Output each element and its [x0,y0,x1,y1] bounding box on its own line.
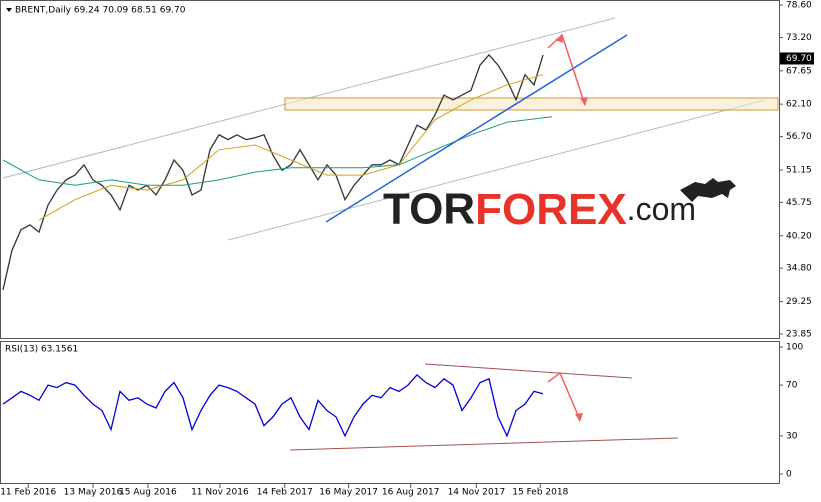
y-tick-label: 100 [786,343,803,353]
price-panel [0,0,780,339]
trendline [325,34,628,223]
x-tick-label: 14 Feb 2017 [257,488,313,498]
series-line [2,116,553,186]
x-tick-label: 16 May 2017 [319,488,378,498]
x-tick-label: 11 Nov 2016 [191,488,249,498]
x-tick-label: 16 Aug 2017 [382,488,440,498]
rsi-line-top [424,363,633,379]
logo: TORFOREX.com [383,178,736,234]
rsi-panel [0,341,780,484]
price-title: BRENT,Daily 69.24 70.09 68.51 69.70 [15,6,186,16]
y-tick-label: 67.65 [786,66,812,76]
y-tick-label: 34.80 [786,264,812,274]
series-line [2,373,544,438]
arrow-path [547,33,586,106]
y-tick-label: 78.60 [786,1,812,11]
y-tick-label: 0 [786,470,792,480]
bull-icon [680,178,736,202]
logo-text: TORFOREX.com [383,185,696,234]
last-price-label: 69.70 [786,54,812,64]
y-tick-label: 40.20 [786,231,812,241]
resistance-zone [284,97,779,111]
x-tick-label: 11 Feb 2016 [0,488,56,498]
y-tick-label: 56.70 [786,132,812,142]
y-tick-label: 70 [786,381,798,391]
x-tick-label: 15 Aug 2016 [119,488,177,498]
x-tick-label: 14 Nov 2017 [448,488,506,498]
y-tick-label: 45.75 [786,198,812,208]
channel-lower [227,99,766,241]
y-tick-label: 51.15 [786,165,812,175]
y-tick-label: 29.25 [786,297,812,307]
arrow-head [555,35,563,43]
y-tick-label: 30 [786,431,798,441]
y-tick-label: 73.20 [786,33,812,43]
collapse-icon [6,8,12,12]
x-tick-label: 13 May 2016 [64,488,123,498]
series-line [2,53,544,290]
rsi-arrow [547,371,581,421]
rsi-title: RSI(13) 63.1561 [5,345,78,355]
x-tick-label: 15 Feb 2018 [512,488,568,498]
y-tick-label: 23.85 [786,330,812,340]
y-tick-label: 62.10 [786,100,812,110]
arrow-head [575,413,583,422]
series-line [38,74,544,221]
rsi-line-bottom [289,437,679,451]
last-price-box [780,52,814,65]
arrow-head [580,97,588,106]
